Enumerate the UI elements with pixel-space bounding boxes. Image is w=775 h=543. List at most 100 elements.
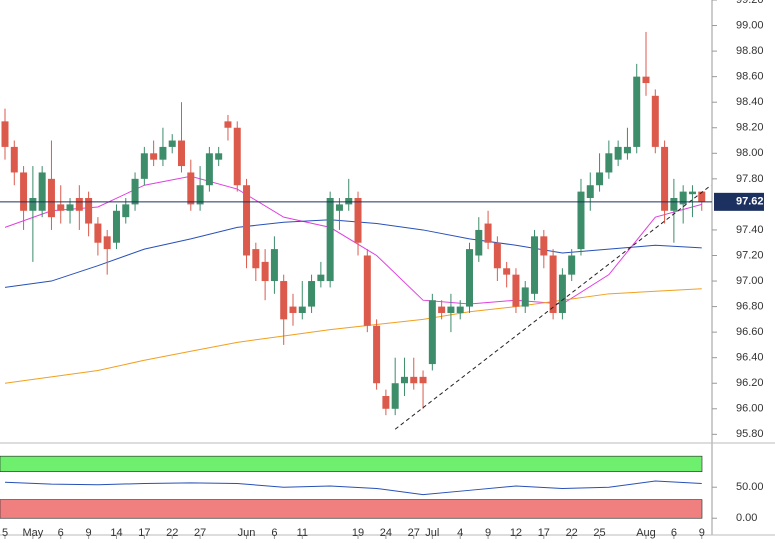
candle-body: [187, 172, 195, 205]
candle-body: [243, 185, 251, 256]
candle-body: [29, 198, 37, 211]
y-tick-label: 98.80: [736, 45, 764, 57]
candle-body: [568, 255, 576, 275]
candle-body: [633, 76, 641, 147]
candle-body: [168, 140, 176, 147]
candle-body: [577, 191, 585, 250]
candle-body: [596, 172, 604, 186]
candle-body: [131, 178, 139, 205]
candle-body: [85, 198, 93, 224]
candle-body: [38, 172, 46, 211]
x-tick-label: 17: [138, 527, 150, 539]
candle-body: [623, 146, 631, 154]
candle-body: [698, 191, 706, 202]
candle-body: [419, 376, 427, 384]
candle-body: [484, 223, 492, 243]
candle-body: [382, 396, 390, 409]
candle-body: [531, 236, 539, 294]
candle-body: [10, 146, 18, 173]
candle-body: [140, 153, 148, 179]
candle-body: [270, 249, 278, 282]
candle-body: [75, 198, 83, 211]
candle-body: [326, 198, 334, 282]
candle-body: [614, 146, 622, 160]
x-tick-label: Jun: [238, 527, 256, 539]
candle-body: [317, 274, 325, 282]
candle-body: [688, 191, 696, 195]
candle-body: [521, 287, 529, 307]
candle-body: [410, 376, 418, 384]
candle-body: [661, 146, 669, 211]
candle-body: [679, 191, 687, 205]
x-tick-label: 9: [485, 527, 491, 539]
candle-body: [428, 300, 436, 365]
candle-body: [345, 198, 353, 205]
candle-body: [493, 242, 501, 269]
candle-body: [308, 281, 316, 307]
y-tick-label: 96.00: [736, 403, 764, 415]
x-tick-label: Jul: [425, 527, 439, 539]
x-tick-label: 12: [510, 527, 522, 539]
candle-body: [400, 376, 408, 384]
candle-body: [122, 204, 130, 218]
y-tick-label: 98.60: [736, 71, 764, 83]
y-tick-label: 98.20: [736, 122, 764, 134]
y-tick-label: 96.40: [736, 352, 764, 364]
x-tick-label: 17: [538, 527, 550, 539]
candle-body: [447, 306, 455, 313]
candle-body: [196, 185, 204, 205]
moving-average: [4, 175, 702, 305]
candle-body: [66, 204, 74, 211]
candle-body: [391, 383, 399, 409]
x-tick-label: 11: [297, 527, 308, 539]
candle-body: [549, 255, 557, 313]
candle-body: [112, 210, 120, 243]
x-tick-label: 14: [110, 527, 122, 539]
candle-body: [289, 306, 297, 313]
moving-average: [4, 288, 702, 384]
y-tick-label: 97.20: [736, 249, 764, 261]
candle-body: [150, 153, 158, 160]
oscillator-band: [0, 455, 703, 472]
candle-body: [20, 172, 28, 211]
candle-body: [540, 236, 548, 256]
candle-body: [335, 204, 343, 211]
x-tick-label: 22: [566, 527, 578, 539]
x-tick-label: 24: [380, 527, 392, 539]
y-tick-label: 96.20: [736, 377, 764, 389]
candle-body: [373, 325, 381, 384]
y-tick-label: 97.40: [736, 224, 764, 236]
x-tick-label: 6: [58, 527, 64, 539]
candle-body: [354, 198, 362, 243]
candle-body: [642, 76, 650, 84]
candle-body: [456, 306, 464, 313]
y-tick-label: 97.00: [736, 275, 764, 287]
candle-body: [558, 274, 566, 313]
candle-body: [261, 261, 269, 282]
candle-body: [252, 249, 260, 269]
candle-body: [94, 223, 102, 243]
y-tick-label: 50.00: [736, 481, 764, 493]
y-tick-label: 97.80: [736, 173, 764, 185]
x-tick-label: 27: [194, 527, 206, 539]
x-tick-label: 27: [408, 527, 420, 539]
candle-body: [475, 229, 483, 256]
candle-body: [224, 121, 232, 128]
x-tick-label: 22: [166, 527, 178, 539]
candle-body: [103, 236, 111, 250]
candle-body: [159, 146, 167, 160]
y-tick-label: 95.80: [736, 428, 764, 440]
candle-body: [670, 198, 678, 211]
candle-body: [651, 95, 659, 147]
y-tick-label: 98.00: [736, 147, 764, 159]
x-tick-label: 19: [352, 527, 364, 539]
oscillator-band: [0, 499, 703, 519]
candle-body: [466, 249, 473, 307]
candle-body: [1, 121, 9, 147]
candle-body: [215, 153, 223, 160]
candle-body: [363, 255, 371, 326]
x-tick-label: 9: [86, 527, 92, 539]
y-tick-label: 0.00: [736, 512, 757, 524]
x-tick-label: 6: [271, 527, 277, 539]
